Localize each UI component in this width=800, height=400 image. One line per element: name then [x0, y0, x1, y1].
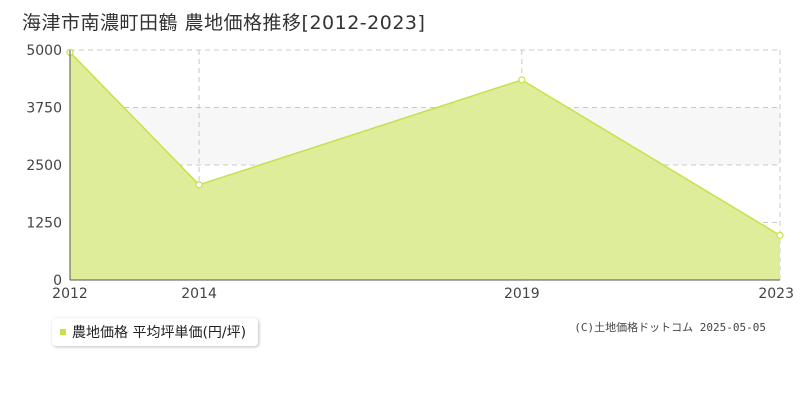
y-tick-label: 1250: [26, 216, 62, 232]
x-tick-label: 2014: [181, 286, 217, 302]
y-tick-label: 3750: [26, 101, 62, 117]
series-area: [70, 52, 780, 280]
data-point: [195, 181, 203, 189]
x-tick-label: 2019: [504, 286, 540, 302]
y-tick-labels: 0 1250 2500 3750 5000: [26, 43, 62, 289]
legend-swatch: [60, 329, 66, 335]
series-line: [69, 51, 781, 237]
x-tick-label: 2012: [52, 286, 88, 302]
x-tick-label: 2023: [758, 286, 794, 302]
legend: 農地価格 平均坪単価(円/坪): [52, 318, 259, 346]
data-point: [776, 231, 784, 239]
x-tick-labels: 2012 2014 2019 2023: [52, 286, 794, 302]
legend-label: 農地価格 平均坪単価(円/坪): [72, 325, 247, 341]
y-tick-label: 5000: [26, 43, 62, 59]
data-point: [518, 76, 526, 84]
chart-title: 海津市南濃町田鶴 農地価格推移[2012-2023]: [22, 12, 426, 34]
y-tick-label: 2500: [26, 158, 62, 174]
credit-text: (C)土地価格ドットコム 2025-05-05: [574, 321, 766, 334]
data-points: [66, 48, 784, 239]
y-tick-label: 0: [53, 273, 62, 289]
